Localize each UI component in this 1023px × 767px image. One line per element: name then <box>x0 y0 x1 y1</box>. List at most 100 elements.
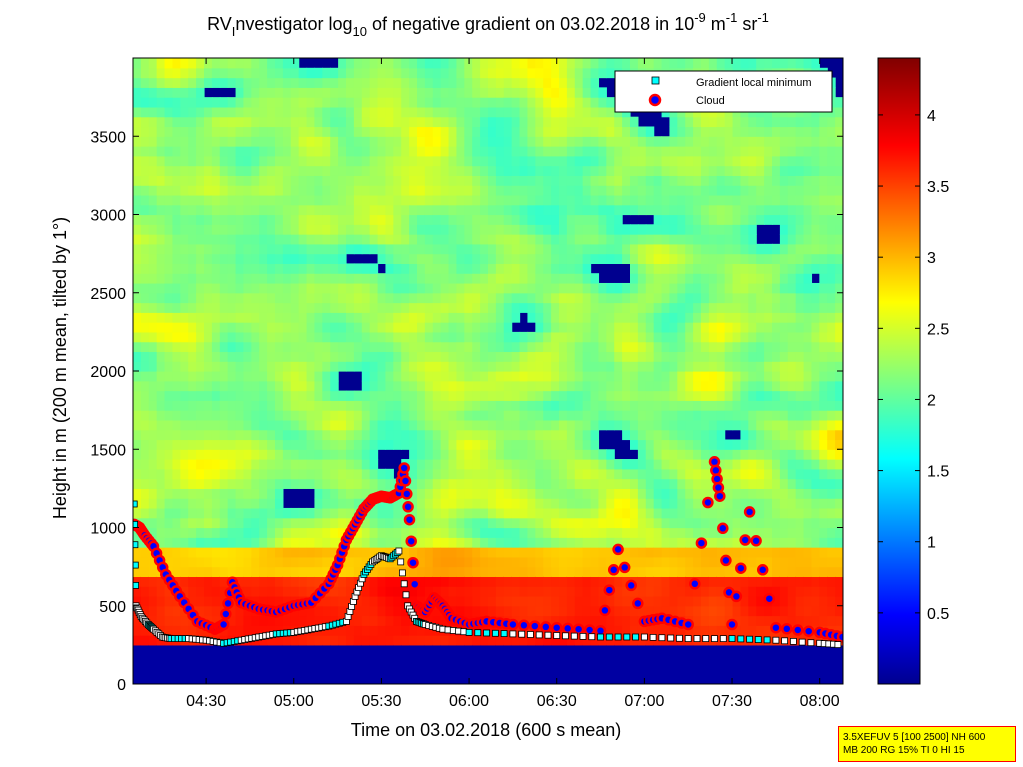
heatmap-cell <box>669 116 678 128</box>
heatmap-cell <box>156 419 166 431</box>
heatmap-cell <box>322 204 331 216</box>
heatmap-cell <box>219 331 229 343</box>
heatmap-cell <box>551 547 560 558</box>
heatmap-cell <box>740 243 749 255</box>
heatmap-cell <box>590 331 600 343</box>
heatmap-cell <box>503 664 513 675</box>
heatmap-cell <box>637 234 647 245</box>
heatmap-cell <box>440 576 450 587</box>
heatmap-cell <box>156 97 166 108</box>
heatmap-cell <box>440 488 450 499</box>
heatmap-cell <box>480 674 489 684</box>
heatmap-cell <box>732 175 742 186</box>
heatmap-cell <box>377 419 387 431</box>
heatmap-cell <box>180 341 189 353</box>
heatmap-cell <box>353 547 363 558</box>
heatmap-cell <box>196 595 205 607</box>
heatmap-cell <box>322 556 331 568</box>
heatmap-cell <box>393 292 402 304</box>
heatmap-cell <box>448 644 458 656</box>
heatmap-cell <box>148 380 158 392</box>
heatmap-cell <box>140 273 150 284</box>
heatmap-cell <box>566 126 576 137</box>
heatmap-cell <box>448 97 458 108</box>
heatmap-cell <box>164 644 174 656</box>
heatmap-cell <box>235 351 245 362</box>
heatmap-cell <box>290 507 300 519</box>
heatmap-cell <box>259 498 268 509</box>
heatmap-cell <box>637 556 647 568</box>
heatmap-cell <box>732 410 742 421</box>
heatmap-cell <box>282 106 292 118</box>
heatmap-cell <box>361 214 371 225</box>
heatmap-cell <box>488 419 497 431</box>
heatmap-cell <box>196 547 205 558</box>
heatmap-cell <box>330 439 339 450</box>
heatmap-cell <box>314 517 323 529</box>
heatmap-cell <box>290 253 300 265</box>
heatmap-cell <box>677 126 686 137</box>
heatmap-cell <box>401 273 410 284</box>
heatmap-cell <box>582 488 592 499</box>
heatmap-cell <box>472 400 481 411</box>
heatmap-cell <box>196 243 205 255</box>
heatmap-cell <box>259 116 268 128</box>
heatmap-cell <box>140 87 150 98</box>
heatmap-cell <box>243 292 252 304</box>
heatmap-cell <box>716 429 726 441</box>
heatmap-cell <box>685 507 694 519</box>
heatmap-cell <box>708 58 718 69</box>
heatmap-cell <box>495 419 505 431</box>
heatmap-cell <box>598 331 607 343</box>
heatmap-cell <box>204 106 213 118</box>
heatmap-cell <box>480 185 489 196</box>
heatmap-cell <box>251 644 260 656</box>
heatmap-cell <box>669 566 678 578</box>
heatmap-cell <box>180 527 189 538</box>
heatmap-cell <box>574 429 584 441</box>
heatmap-cell <box>211 468 221 480</box>
heatmap-cell <box>330 459 339 470</box>
heatmap-cell <box>606 322 615 333</box>
heatmap-cell <box>188 292 197 304</box>
heatmap-cell <box>393 175 402 186</box>
heatmap-cell <box>267 419 276 431</box>
heatmap-cell <box>243 537 252 548</box>
heatmap-cell <box>259 507 268 519</box>
heatmap-cell <box>724 507 734 519</box>
heatmap-cell <box>401 67 410 79</box>
heatmap-cell <box>267 175 276 186</box>
heatmap-cell <box>519 468 529 480</box>
heatmap-cell <box>653 136 663 147</box>
heatmap-cell <box>566 106 576 118</box>
heatmap-cell <box>393 331 402 343</box>
heatmap-cell <box>653 322 663 333</box>
heatmap-cell <box>267 312 276 323</box>
heatmap-cell <box>566 224 576 235</box>
heatmap-cell <box>511 351 521 362</box>
heatmap-cell <box>480 273 489 284</box>
heatmap-cell <box>740 654 749 666</box>
heatmap-cell <box>440 468 450 480</box>
heatmap-cell <box>732 488 742 499</box>
heatmap-cell <box>574 556 584 568</box>
heatmap-cell <box>614 478 623 489</box>
heatmap-cell <box>527 371 536 382</box>
heatmap-cell <box>693 654 702 666</box>
heatmap-cell <box>409 664 418 675</box>
heatmap-cell <box>685 243 694 255</box>
heatmap-cell <box>204 517 213 529</box>
heatmap-cell <box>574 586 584 597</box>
heatmap-cell <box>511 644 521 656</box>
heatmap-cell <box>164 224 174 235</box>
heatmap-cell <box>235 97 245 108</box>
heatmap-cell <box>645 253 655 265</box>
heatmap-cell <box>259 87 268 98</box>
heatmap-cell <box>369 273 379 284</box>
heatmap-cell <box>598 136 607 147</box>
heatmap-cell <box>693 556 702 568</box>
heatmap-cell <box>211 263 221 274</box>
heatmap-cell <box>535 547 544 558</box>
heatmap-cell <box>677 586 686 597</box>
heatmap-cell <box>551 204 560 216</box>
